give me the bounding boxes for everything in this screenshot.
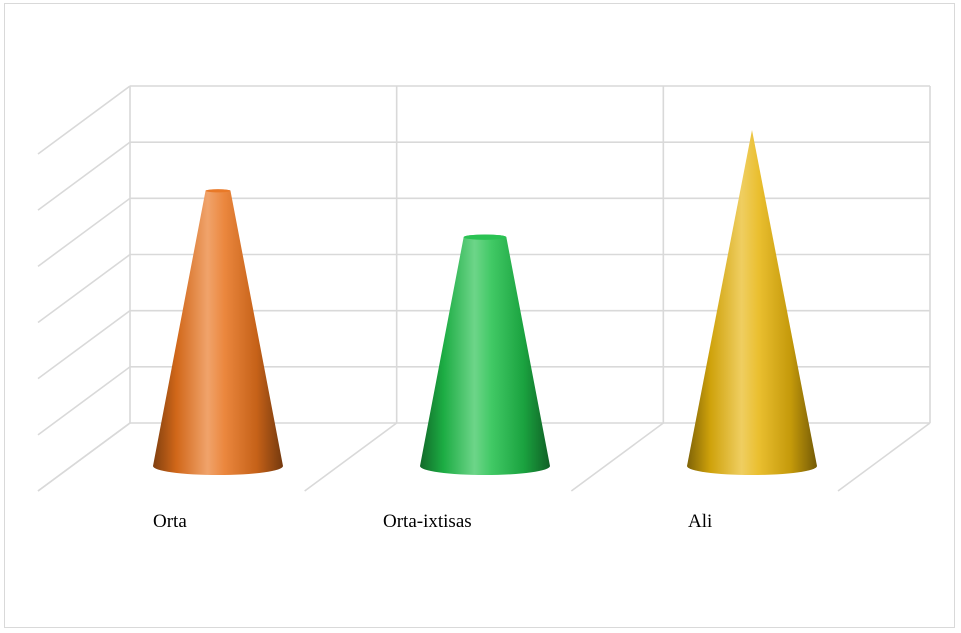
cone-top	[463, 234, 507, 240]
category-label: Orta	[153, 511, 187, 532]
category-labels: Orta Orta-ixtisas Ali	[153, 511, 712, 532]
cone-orta-ixtisas	[420, 234, 550, 475]
gridline-side	[37, 366, 131, 436]
cone-ali	[687, 130, 817, 475]
category-label: Ali	[688, 511, 712, 532]
cone-body	[687, 130, 817, 475]
cone-orta	[153, 189, 283, 475]
cone-body	[153, 189, 283, 475]
category-label: Orta-ixtisas	[383, 511, 472, 532]
floor-divider	[837, 422, 931, 492]
cone-layer	[153, 130, 817, 475]
floor-divider	[570, 422, 664, 492]
gridline-side	[37, 141, 131, 211]
cone-top	[205, 189, 231, 193]
gridline-side	[37, 85, 131, 155]
gridline-side	[37, 310, 131, 380]
gridline-side	[37, 253, 131, 324]
floor-divider	[37, 422, 131, 492]
gridline-side	[37, 197, 131, 267]
floor-divider	[304, 422, 398, 492]
cone-body	[420, 234, 550, 475]
